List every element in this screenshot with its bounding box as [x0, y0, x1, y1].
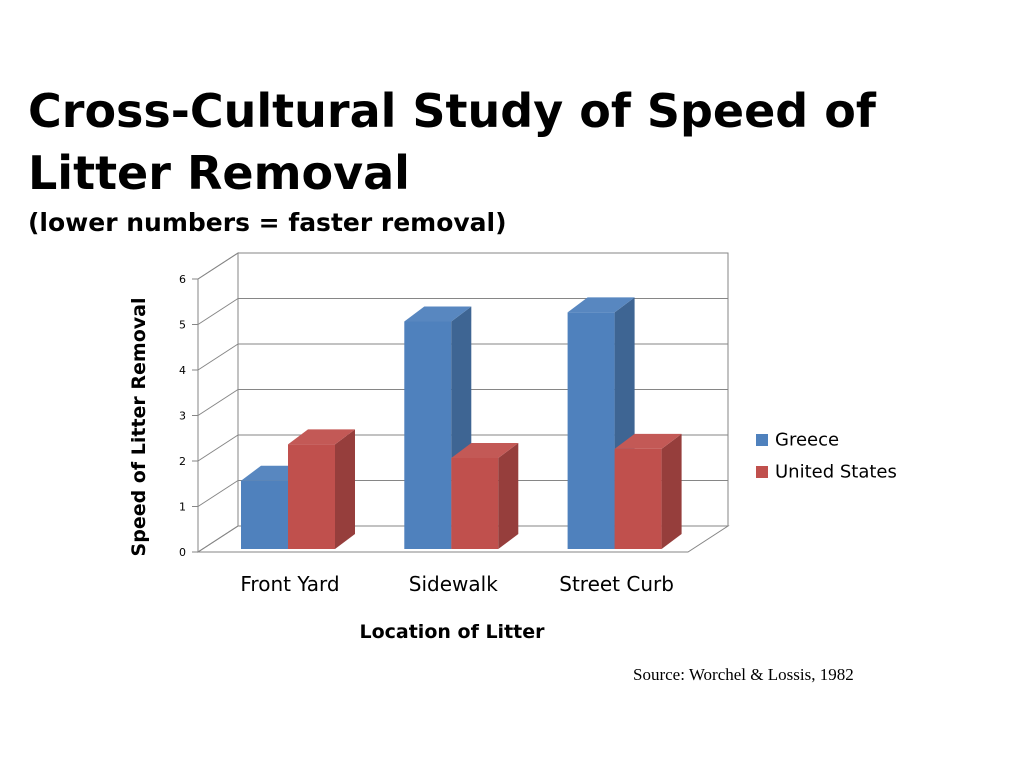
bar-front	[451, 458, 499, 549]
bar-top	[288, 429, 355, 445]
legend-item: Greece	[756, 430, 839, 451]
legend-label: United States	[775, 462, 897, 483]
gridline-side	[197, 480, 239, 507]
x-category-label: Front Yard	[240, 572, 339, 596]
bar-top	[614, 433, 682, 449]
y-tick-label: 2	[179, 455, 186, 468]
y-tick-label: 0	[179, 546, 186, 559]
slide-title: Cross-Cultural Study of Speed of Litter …	[28, 84, 876, 200]
gridline-side	[197, 434, 239, 462]
slide-subtitle: (lower numbers = faster removal)	[28, 208, 507, 237]
bar-united-states-sidewalk	[451, 443, 519, 549]
chart-legend: Greece United States	[756, 430, 897, 483]
legend-label: Greece	[775, 430, 839, 451]
bar-top	[404, 306, 472, 322]
chart-bars	[241, 297, 682, 549]
gridline-side	[197, 252, 239, 280]
y-axis-ticks: 0 1 2 3 4 5 6	[179, 273, 198, 559]
bar-side	[335, 429, 355, 549]
legend-swatch	[756, 434, 768, 446]
y-tick-label: 6	[179, 273, 186, 286]
legend-item: United States	[756, 462, 897, 483]
bar-front	[241, 480, 288, 549]
bar-side	[498, 443, 519, 549]
bar-front	[404, 321, 452, 549]
bar-top	[567, 297, 635, 313]
bar-united-states-front-yard	[288, 429, 355, 549]
y-axis-title: Speed of Litter Removal	[128, 298, 150, 557]
bar-front	[288, 444, 335, 549]
bar-united-states-street-curb	[614, 433, 682, 549]
bar-side	[661, 433, 682, 549]
bar-top	[451, 443, 519, 458]
gridline-side	[197, 389, 239, 416]
x-category-label: Sidewalk	[409, 572, 498, 596]
source-citation: Source: Worchel & Lossis, 1982	[633, 665, 854, 684]
gridline-side	[197, 525, 239, 553]
y-tick-label: 4	[179, 364, 186, 377]
gridline-side	[197, 298, 239, 325]
bar-front	[567, 312, 615, 549]
bar-front	[614, 448, 662, 549]
gridline-side	[197, 343, 239, 371]
y-tick-label: 1	[179, 501, 186, 514]
y-tick-label: 5	[179, 319, 186, 332]
y-tick-label: 3	[179, 410, 186, 423]
legend-swatch	[756, 466, 768, 478]
x-axis-title: Location of Litter	[359, 621, 545, 643]
x-axis-categories: Front Yard Sidewalk Street Curb	[240, 572, 674, 596]
x-category-label: Street Curb	[559, 572, 674, 596]
